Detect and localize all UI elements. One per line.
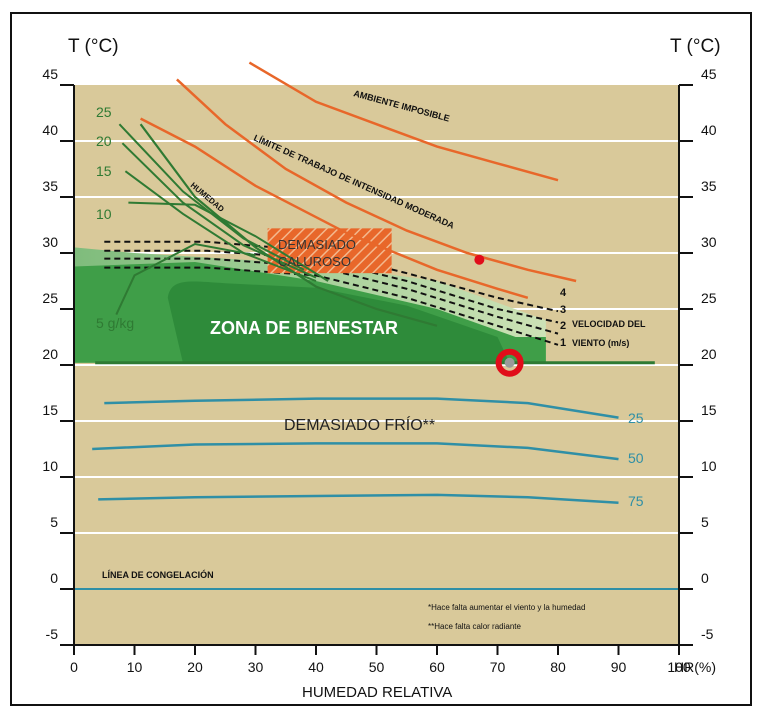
too-cold-label: DEMASIADO FRÍO**: [284, 415, 435, 434]
humidity-line-1: [121, 142, 317, 279]
humidity-value-label: 20: [96, 133, 112, 149]
y-tick-label-right: 10: [701, 458, 717, 474]
x-tick-label: 30: [248, 659, 264, 675]
radiant-value-label: 50: [628, 450, 644, 466]
note-1: *Hace falta aumentar el viento y la hume…: [428, 603, 585, 612]
humidity-value-label: 10: [96, 206, 112, 222]
freezing-label: LÍNEA DE CONGELACIÓN: [102, 569, 214, 580]
x-tick-label: 0: [70, 659, 78, 675]
radiant-value-label: 25: [628, 410, 644, 426]
wind-speed-label: 1: [560, 337, 566, 349]
highlight-marker-center: [504, 357, 515, 368]
y-tick-label-left: 20: [42, 346, 58, 362]
note-2: **Hace falta calor radiante: [428, 622, 521, 631]
humidity-value-label: 15: [96, 163, 112, 179]
wind-speed-line: [104, 240, 559, 313]
y-tick-label-right: 25: [701, 290, 717, 306]
x-tick-label: 70: [490, 659, 506, 675]
radiant-value-label: 75: [628, 493, 644, 509]
humidity-line-2: [124, 170, 317, 282]
wind-speed-label: 2: [560, 320, 566, 332]
series-line-3: [104, 397, 619, 419]
y-tick-label-left: 40: [42, 122, 58, 138]
humidity-line-3: [128, 201, 329, 282]
y-tick-label-left: 25: [42, 290, 58, 306]
x-tick-label: 80: [550, 659, 566, 675]
data-points: [474, 254, 524, 377]
x-tick-label: 20: [187, 659, 203, 675]
series-line-5: [98, 493, 619, 505]
data-point: [474, 254, 485, 265]
humidity-value-label: 25: [96, 104, 112, 120]
comfort-zone-label: ZONA DE BIENESTAR: [210, 318, 398, 338]
y-tick-label-left: 5: [50, 514, 58, 530]
y-tick-label-left: 45: [42, 66, 58, 82]
wind-speed-line: [104, 266, 559, 346]
y-tick-label-left: 30: [42, 234, 58, 250]
x-tick-label: 40: [308, 659, 324, 675]
humidity-line-4: [115, 242, 256, 316]
wind-speed-label: 3: [560, 304, 566, 316]
wind-speed-line: [104, 257, 559, 335]
y-tick-label-left: 35: [42, 178, 58, 194]
work-limit-lower-line: [140, 117, 529, 299]
y-tick-label-left: 0: [50, 570, 58, 586]
series-line-2: [139, 123, 438, 327]
series-line-4: [92, 442, 619, 461]
y-axis-title-right: T (°C): [670, 36, 721, 57]
x-tick-label: 10: [127, 659, 143, 675]
wind-speed-label: 4: [560, 287, 567, 299]
series-line-0: [248, 61, 559, 182]
x-tick-label: 60: [429, 659, 445, 675]
y-tick-label-right: 35: [701, 178, 717, 194]
wind-label-line-1: VELOCIDAD DEL: [572, 319, 646, 329]
y-tick-label-left: 10: [42, 458, 58, 474]
y-tick-label-left: -5: [46, 626, 59, 642]
x-axis-title: HUMEDAD RELATIVA: [302, 684, 452, 701]
y-tick-label-right: 15: [701, 402, 717, 418]
series-line-1: [176, 78, 577, 283]
x-tick-label: 50: [369, 659, 385, 675]
series-lines: [74, 61, 679, 590]
comfort-zone: [167, 281, 510, 363]
x-axis-end-label: HR(%): [674, 659, 716, 675]
y-tick-label-right: 0: [701, 570, 709, 586]
too-hot-label-2: CALUROSO: [278, 254, 351, 269]
too-hot-label-1: DEMASIADO: [278, 237, 356, 252]
x-tick-label: 90: [611, 659, 627, 675]
y-axis-title-left: T (°C): [68, 36, 119, 57]
y-tick-label-right: -5: [701, 626, 714, 642]
wind-speed-line: [104, 249, 559, 324]
x-tick-label: 100: [667, 659, 691, 675]
humidity-value-label: 5 g/kg: [96, 315, 134, 331]
y-tick-label-right: 40: [701, 122, 717, 138]
y-tick-label-right: 20: [701, 346, 717, 362]
y-tick-label-right: 5: [701, 514, 709, 530]
wind-label-line-2: VIENTO (m/s): [572, 338, 629, 348]
y-tick-label-right: 30: [701, 234, 717, 250]
y-tick-label-right: 45: [701, 66, 717, 82]
y-tick-label-left: 15: [42, 402, 58, 418]
highlight-marker: [495, 348, 524, 377]
